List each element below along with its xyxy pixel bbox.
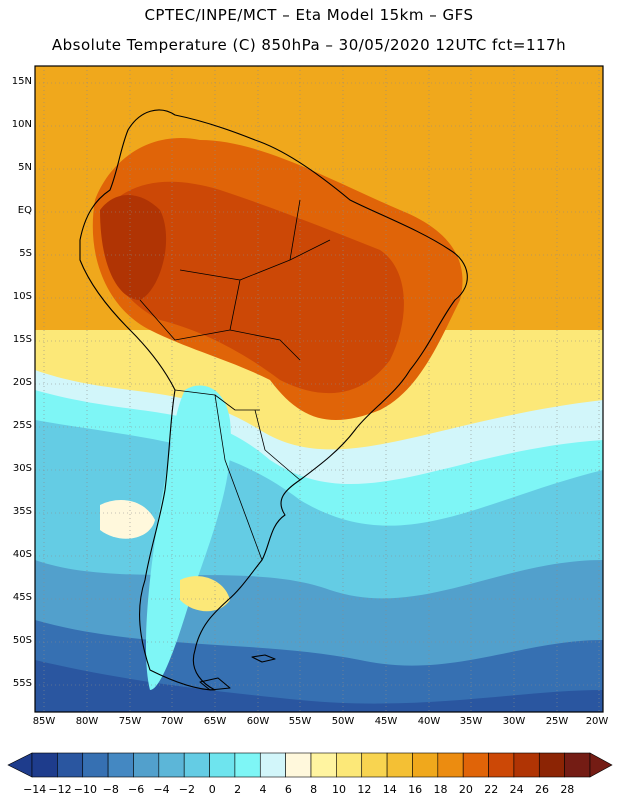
colorbar-swatch (285, 752, 312, 778)
colorbar-swatch (564, 752, 591, 778)
lon-label: 35W (459, 716, 483, 727)
falkland-islands (251, 654, 276, 663)
tierra-del-fuego (199, 677, 231, 691)
colorbar-swatch (259, 752, 286, 778)
lat-label: 30S (12, 463, 32, 474)
colorbar (7, 752, 613, 778)
colorbar-tick-label: 2 (234, 783, 242, 796)
lon-label: 65W (203, 716, 227, 727)
lat-label: 55S (12, 678, 32, 689)
colorbar-swatch (488, 752, 515, 778)
colorbar-max-arrow (589, 752, 613, 778)
colorbar-swatch (57, 752, 84, 778)
colorbar-swatch (133, 752, 160, 778)
colorbar-swatch (183, 752, 210, 778)
map-frame (34, 65, 604, 713)
colorbar-tick-label: 18 (433, 783, 448, 796)
colorbar-tick-label: 24 (509, 783, 524, 796)
chart-title-line-2: Absolute Temperature (C) 850hPa – 30/05/… (51, 36, 567, 54)
colorbar-tick-label: −14 (23, 783, 47, 796)
colorbar-tick-label: 8 (310, 783, 318, 796)
colorbar-tick-label: −8 (102, 783, 119, 796)
lon-label: 80W (75, 716, 99, 727)
colorbar-swatch (386, 752, 413, 778)
lat-label: 15N (11, 76, 32, 87)
field-pacific-warm-patch (100, 500, 155, 539)
colorbar-swatch (538, 752, 565, 778)
temperature-field (35, 66, 603, 712)
field-patagonia-warm-spot (180, 576, 230, 612)
colorbar-tick-label: 6 (284, 783, 292, 796)
colorbar-tick-label: −6 (128, 783, 145, 796)
lat-label: 15S (12, 334, 32, 345)
lon-label: 55W (288, 716, 312, 727)
lat-label: EQ (17, 205, 32, 216)
colorbar-tick-label: 20 (458, 783, 473, 796)
country-borders (139, 199, 331, 561)
lon-label: 20W (585, 716, 609, 727)
colorbar-tick-label: −4 (153, 783, 170, 796)
colorbar-swatch (234, 752, 261, 778)
lat-label: 5N (18, 162, 32, 173)
colorbar-tick-label: 10 (332, 783, 347, 796)
colorbar-min-arrow (7, 752, 33, 778)
lat-label: 10N (11, 119, 32, 130)
lat-label: 50S (12, 635, 32, 646)
colorbar-tick-label: 16 (408, 783, 423, 796)
lon-label: 60W (246, 716, 270, 727)
colorbar-swatch (361, 752, 388, 778)
lat-label: 40S (12, 549, 32, 560)
colorbar-swatch (31, 752, 58, 778)
colorbar-tick-label: 14 (382, 783, 397, 796)
colorbar-tick-label: 28 (560, 783, 575, 796)
lon-label: 25W (545, 716, 569, 727)
lon-label: 70W (160, 716, 184, 727)
colorbar-swatch (310, 752, 337, 778)
lon-label: 45W (374, 716, 398, 727)
lon-label: 50W (331, 716, 355, 727)
lat-label: 5S (19, 248, 32, 259)
colorbar-tick-label: 12 (357, 783, 372, 796)
south-america-outline (79, 109, 468, 691)
colorbar-tick-label: 22 (484, 783, 499, 796)
lat-label: 20S (12, 377, 32, 388)
lon-label: 85W (32, 716, 56, 727)
field-hottest-west (100, 195, 167, 300)
coastline (79, 109, 468, 691)
lat-label: 10S (12, 291, 32, 302)
lon-label: 75W (118, 716, 142, 727)
colorbar-swatch (412, 752, 439, 778)
colorbar-swatch (437, 752, 464, 778)
lon-label: 40W (417, 716, 441, 727)
colorbar-swatch (82, 752, 109, 778)
colorbar-swatch (209, 752, 236, 778)
colorbar-tick-label: 0 (208, 783, 216, 796)
field-hotter-interior (102, 181, 404, 394)
colorbar-tick-label: −12 (48, 783, 72, 796)
colorbar-swatch (158, 752, 185, 778)
field-band-darkblue (35, 660, 603, 712)
lat-label: 25S (12, 420, 32, 431)
colorbar-swatch (336, 752, 363, 778)
chart-title-line-1: CPTEC/INPE/MCT – Eta Model 15km – GFS (144, 6, 474, 24)
lat-label: 35S (12, 506, 32, 517)
lat-label: 45S (12, 592, 32, 603)
colorbar-tick-label: 4 (259, 783, 267, 796)
colorbar-tick-label: −10 (73, 783, 98, 796)
colorbar-swatch (513, 752, 540, 778)
graticule (35, 66, 603, 712)
colorbar-tick-label: 26 (534, 783, 549, 796)
colorbar-swatch (107, 752, 134, 778)
lon-label: 30W (502, 716, 526, 727)
field-andes-cold (145, 385, 231, 690)
colorbar-tick-label: −2 (178, 783, 195, 796)
colorbar-swatch (462, 752, 489, 778)
